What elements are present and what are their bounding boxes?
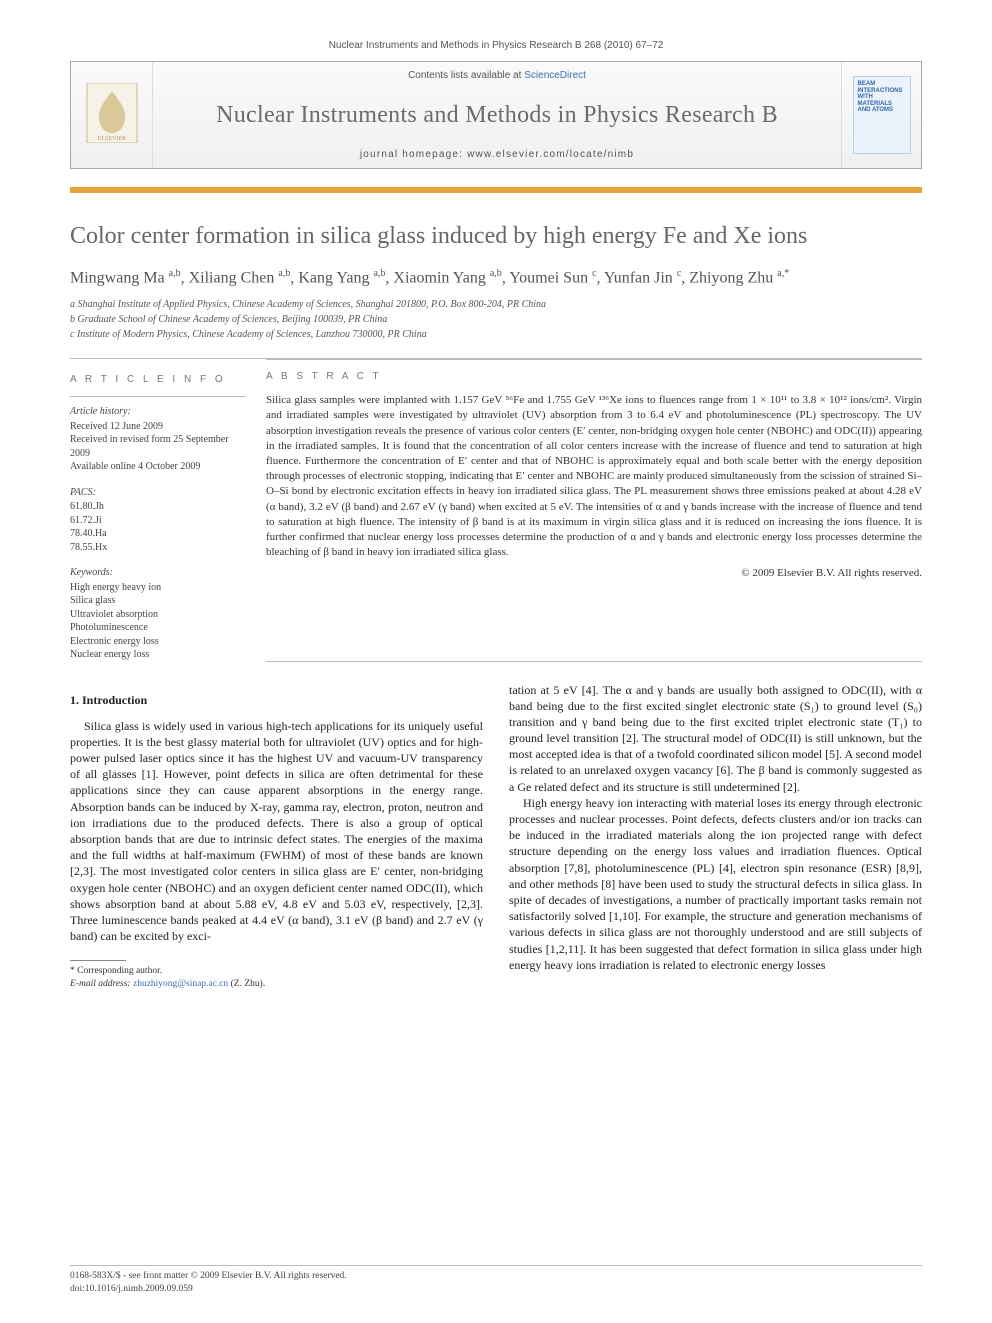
article-info-sidebar: A R T I C L E I N F O Article history: R… [70, 373, 266, 662]
contents-available-line: Contents lists available at ScienceDirec… [153, 70, 841, 81]
body-columns: 1. Introduction Silica glass is widely u… [70, 682, 922, 991]
abstract-copyright: © 2009 Elsevier B.V. All rights reserved… [266, 566, 922, 581]
article-info-heading: A R T I C L E I N F O [70, 373, 246, 387]
history-label: Article history: [70, 405, 246, 419]
pacs-code: 61.80.Jh [70, 500, 246, 514]
section-heading: 1. Introduction [70, 692, 483, 708]
keyword: Photoluminescence [70, 621, 246, 635]
footnote-rule [70, 960, 126, 961]
svg-text:ELSEVIER: ELSEVIER [97, 136, 125, 142]
homepage-url[interactable]: www.elsevier.com/locate/nimb [467, 149, 634, 160]
affiliations: a Shanghai Institute of Applied Physics,… [70, 298, 922, 342]
body-paragraph: High energy heavy ion interacting with m… [509, 795, 922, 973]
history-item: Available online 4 October 2009 [70, 460, 246, 474]
corresponding-email-link[interactable]: zhuzhiyong@sinap.ac.cn [133, 979, 228, 989]
footer-issn-line: 0168-583X/$ - see front matter © 2009 El… [70, 1270, 922, 1282]
abstract-heading: A B S T R A C T [266, 370, 922, 384]
page-footer: 0168-583X/$ - see front matter © 2009 El… [70, 1265, 922, 1295]
footer-doi-line: doi:10.1016/j.nimb.2009.09.059 [70, 1283, 922, 1295]
footnotes: * Corresponding author. E-mail address: … [70, 965, 483, 991]
homepage-prefix: journal homepage: [360, 149, 467, 160]
sciencedirect-link[interactable]: ScienceDirect [524, 70, 586, 81]
abstract-text: Silica glass samples were implanted with… [266, 393, 922, 560]
column-left: 1. Introduction Silica glass is widely u… [70, 682, 483, 991]
article-info-row: A R T I C L E I N F O Article history: R… [70, 358, 922, 662]
banner-center: Contents lists available at ScienceDirec… [153, 62, 841, 168]
affiliation: a Shanghai Institute of Applied Physics,… [70, 298, 922, 312]
pacs-code: 78.40.Ha [70, 527, 246, 541]
publisher-logo-slot: ELSEVIER [71, 62, 153, 168]
corresponding-author: * Corresponding author. [70, 965, 483, 978]
running-header: Nuclear Instruments and Methods in Physi… [70, 40, 922, 51]
article-title: Color center formation in silica glass i… [70, 221, 922, 252]
pacs-label: PACS: [70, 486, 246, 500]
journal-cover-icon: BEAM INTERACTIONS WITH MATERIALS AND ATO… [853, 76, 911, 154]
contents-prefix: Contents lists available at [408, 70, 524, 81]
author-list: Mingwang Ma a,b, Xiliang Chen a,b, Kang … [70, 268, 922, 287]
history-item: Received 12 June 2009 [70, 420, 246, 434]
orange-rule-divider [70, 187, 922, 193]
abstract-block: A B S T R A C T Silica glass samples wer… [266, 359, 922, 662]
keyword: Nuclear energy loss [70, 648, 246, 662]
cover-thumb-slot: BEAM INTERACTIONS WITH MATERIALS AND ATO… [841, 62, 921, 168]
keyword: Ultraviolet absorption [70, 608, 246, 622]
homepage-line: journal homepage: www.elsevier.com/locat… [153, 149, 841, 160]
email-label: E-mail address: [70, 979, 131, 989]
column-right: tation at 5 eV [4]. The α and γ bands ar… [509, 682, 922, 991]
affiliation: b Graduate School of Chinese Academy of … [70, 313, 922, 327]
journal-name: Nuclear Instruments and Methods in Physi… [153, 102, 841, 129]
history-item: Received in revised form 25 September 20… [70, 433, 246, 460]
keyword: High energy heavy ion [70, 581, 246, 595]
pacs-code: 78.55.Hx [70, 541, 246, 555]
body-paragraph: tation at 5 eV [4]. The α and γ bands ar… [509, 682, 922, 795]
pacs-code: 61.72.Ji [70, 514, 246, 528]
journal-banner: ELSEVIER Contents lists available at Sci… [70, 61, 922, 169]
email-attribution: (Z. Zhu). [231, 979, 266, 989]
body-paragraph: Silica glass is widely used in various h… [70, 718, 483, 945]
elsevier-tree-icon: ELSEVIER [86, 83, 138, 148]
keyword: Electronic energy loss [70, 635, 246, 649]
keywords-label: Keywords: [70, 566, 246, 580]
keyword: Silica glass [70, 594, 246, 608]
affiliation: c Institute of Modern Physics, Chinese A… [70, 328, 922, 342]
